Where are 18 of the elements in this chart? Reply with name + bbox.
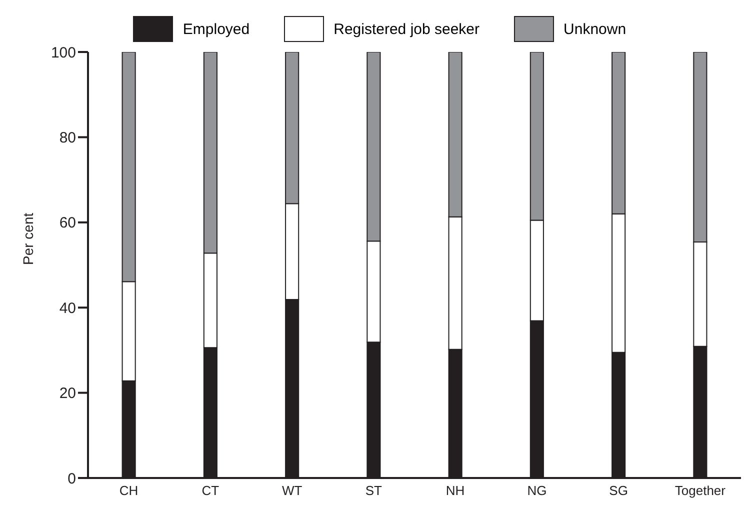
y-tick-label: 60	[59, 214, 76, 232]
legend-label: Unknown	[564, 20, 626, 38]
x-tick-label: CT	[202, 483, 220, 498]
y-tick-label: 80	[59, 130, 76, 147]
y-tick-label: 100	[50, 44, 76, 62]
y-tick-label: 0	[68, 470, 76, 488]
legend-label: Registered job seeker	[334, 20, 480, 38]
y-tick-label: 40	[59, 300, 76, 317]
x-tick-label: Together	[674, 483, 726, 498]
y-axis-title: Per cent	[20, 212, 36, 265]
legend-label: Employed	[182, 20, 250, 38]
y-tick-label: 20	[59, 385, 76, 402]
x-tick-label: NG	[527, 483, 547, 498]
x-tick-label: ST	[365, 483, 382, 498]
x-tick-label: NH	[446, 483, 465, 498]
x-tick-label: CH	[119, 483, 138, 498]
x-tick-label: SG	[609, 483, 628, 498]
x-tick-label: WT	[282, 483, 302, 498]
